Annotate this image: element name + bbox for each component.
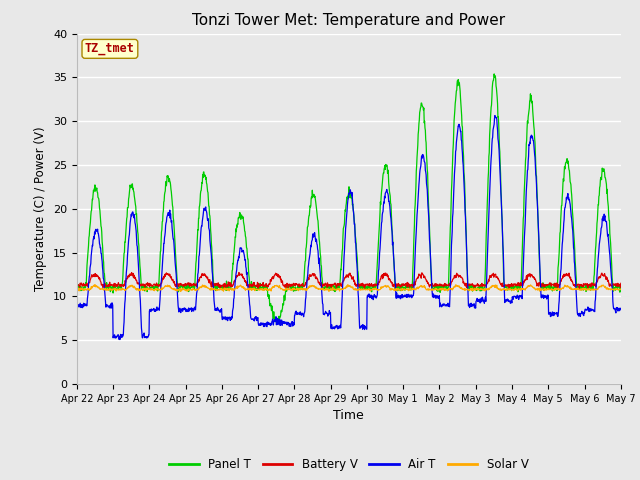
Battery V — [235, 270, 243, 276]
Panel T — [434, 283, 442, 289]
Panel T — [617, 289, 625, 295]
Air T — [617, 306, 625, 312]
Line: Panel T: Panel T — [77, 74, 621, 323]
Panel T — [490, 71, 498, 77]
Battery V — [73, 282, 81, 288]
Line: Air T: Air T — [77, 116, 621, 339]
Air T — [553, 310, 561, 315]
Panel T — [505, 283, 513, 288]
Air T — [434, 293, 442, 299]
Panel T — [553, 288, 561, 293]
X-axis label: Time: Time — [333, 409, 364, 422]
Solar V — [195, 287, 202, 293]
Solar V — [617, 287, 625, 292]
Line: Battery V: Battery V — [77, 273, 621, 288]
Solar V — [73, 286, 81, 292]
Air T — [491, 113, 499, 119]
Solar V — [434, 287, 442, 293]
Battery V — [505, 284, 513, 289]
Battery V — [255, 283, 263, 288]
Air T — [116, 336, 124, 342]
Battery V — [180, 281, 188, 287]
Solar V — [255, 287, 263, 293]
Solar V — [182, 287, 189, 292]
Solar V — [91, 282, 99, 288]
Panel T — [194, 227, 202, 232]
Battery V — [194, 279, 202, 285]
Battery V — [392, 286, 399, 291]
Air T — [195, 270, 202, 276]
Legend: Panel T, Battery V, Air T, Solar V: Panel T, Battery V, Air T, Solar V — [164, 454, 533, 476]
Title: Tonzi Tower Met: Temperature and Power: Tonzi Tower Met: Temperature and Power — [192, 13, 506, 28]
Panel T — [180, 283, 188, 288]
Panel T — [255, 286, 262, 291]
Battery V — [617, 280, 625, 286]
Y-axis label: Temperature (C) / Power (V): Temperature (C) / Power (V) — [35, 127, 47, 291]
Battery V — [434, 283, 442, 289]
Air T — [505, 298, 513, 303]
Panel T — [274, 320, 282, 325]
Text: TZ_tmet: TZ_tmet — [85, 42, 135, 55]
Line: Solar V: Solar V — [77, 285, 621, 291]
Air T — [181, 305, 189, 311]
Air T — [255, 323, 263, 328]
Air T — [73, 303, 81, 309]
Solar V — [505, 286, 513, 292]
Panel T — [73, 282, 81, 288]
Solar V — [553, 286, 561, 291]
Battery V — [553, 280, 561, 286]
Solar V — [177, 288, 184, 294]
